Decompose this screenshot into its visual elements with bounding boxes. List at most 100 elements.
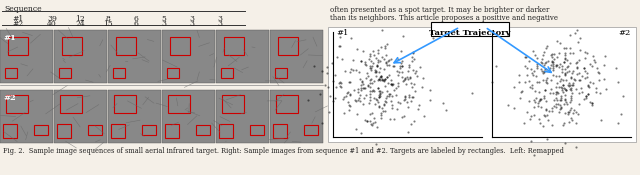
Point [524, 100, 534, 103]
Point [380, 54, 390, 57]
Point [539, 70, 549, 73]
Point [392, 70, 402, 73]
Point [529, 50, 539, 53]
Point [358, 87, 369, 89]
Point [369, 96, 380, 99]
Point [579, 66, 589, 69]
Point [381, 62, 391, 65]
Point [583, 85, 593, 88]
Point [557, 83, 568, 86]
Point [513, 80, 524, 83]
Bar [216, 30, 269, 83]
Point [561, 88, 572, 91]
Point [520, 81, 530, 84]
Point [365, 86, 375, 88]
Bar [168, 95, 190, 113]
Point [365, 81, 376, 84]
Point [565, 47, 575, 50]
Point [560, 111, 570, 114]
Point [522, 111, 532, 114]
Point [509, 107, 519, 110]
Point [342, 92, 352, 95]
Text: Target Trajectory: Target Trajectory [429, 29, 511, 37]
Point [345, 93, 355, 96]
Point [327, 61, 337, 64]
Text: #1: #1 [12, 15, 24, 23]
Point [373, 52, 383, 55]
Bar [224, 37, 244, 55]
Point [360, 60, 370, 63]
Point [540, 67, 550, 70]
Point [585, 62, 595, 65]
Point [618, 94, 628, 97]
Point [555, 103, 565, 106]
Point [367, 90, 377, 93]
Text: than its neighbors. This article proposes a positive and negative: than its neighbors. This article propose… [330, 14, 558, 22]
Point [371, 98, 381, 101]
Point [525, 118, 535, 121]
Point [383, 63, 394, 66]
Point [352, 113, 362, 115]
Point [356, 88, 367, 91]
Point [522, 66, 532, 69]
Point [540, 62, 550, 64]
Point [547, 79, 557, 81]
Point [568, 51, 579, 54]
Point [406, 99, 416, 102]
Point [572, 40, 582, 43]
Point [372, 65, 382, 68]
Point [362, 120, 372, 122]
Point [559, 72, 570, 75]
Point [364, 58, 374, 61]
Point [381, 96, 391, 99]
Point [540, 89, 550, 91]
Point [588, 101, 598, 104]
Point [538, 79, 548, 81]
Point [596, 119, 606, 122]
Point [344, 94, 355, 97]
Point [527, 83, 538, 86]
Point [532, 67, 543, 70]
Point [591, 91, 602, 94]
Point [405, 75, 415, 78]
Point [573, 102, 584, 105]
Point [385, 118, 396, 120]
Point [565, 75, 575, 78]
Point [534, 80, 545, 83]
Point [565, 51, 575, 54]
Bar [60, 95, 82, 113]
Point [572, 72, 582, 75]
Text: often presented as a spot target. It may be brighter or darker: often presented as a spot target. It may… [330, 6, 549, 14]
Point [375, 67, 385, 70]
Point [583, 92, 593, 95]
Point [611, 67, 621, 69]
Point [554, 110, 564, 113]
Point [564, 101, 575, 103]
Text: 40: 40 [47, 20, 57, 28]
Point [555, 62, 565, 65]
Point [395, 65, 405, 67]
Point [566, 98, 576, 101]
Point [521, 56, 531, 58]
Point [346, 68, 356, 70]
Point [548, 91, 558, 94]
Point [552, 90, 562, 93]
Point [552, 99, 562, 101]
Point [335, 36, 345, 39]
Point [372, 86, 383, 89]
Point [584, 101, 595, 104]
Point [392, 101, 403, 103]
Point [583, 93, 593, 96]
Point [360, 94, 371, 97]
Point [572, 65, 582, 68]
Point [388, 82, 398, 85]
Point [547, 59, 557, 62]
Point [367, 65, 378, 67]
Bar [62, 37, 82, 55]
Point [332, 55, 342, 58]
Point [356, 131, 366, 134]
Text: 6: 6 [134, 15, 138, 23]
Bar [108, 90, 161, 143]
Point [541, 99, 551, 102]
Point [383, 60, 393, 63]
